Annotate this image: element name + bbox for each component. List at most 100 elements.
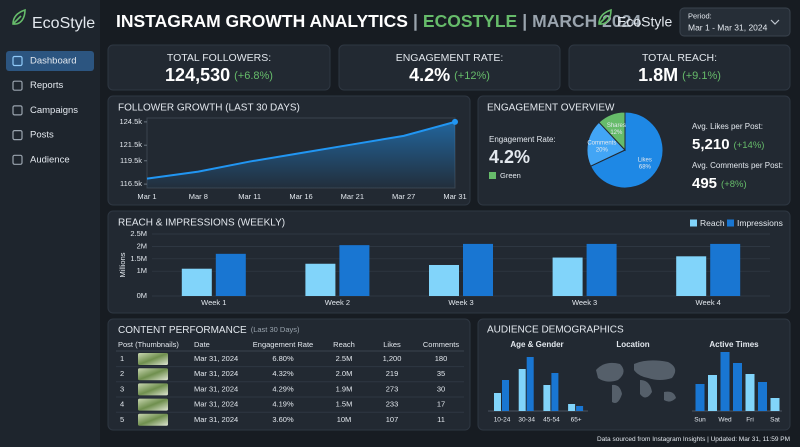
cell: 17 bbox=[437, 400, 445, 409]
period-select[interactable] bbox=[679, 7, 791, 37]
nav-icon bbox=[12, 154, 23, 165]
x-tick-label: Mar 21 bbox=[341, 192, 364, 201]
cell: 273 bbox=[386, 384, 399, 393]
panel-title: AUDIENCE DEMOGRAPHICS bbox=[487, 325, 624, 336]
kpi-card bbox=[568, 44, 791, 91]
rate-value: 4.2% bbox=[489, 147, 530, 167]
cell: 5 bbox=[120, 415, 124, 424]
nav-icon bbox=[12, 55, 23, 67]
period-value: Mar 1 - Mar 31, 2024 bbox=[688, 22, 768, 32]
kpi-value: 4.2% (+12%) bbox=[409, 65, 490, 85]
cell: Mar 31, 2024 bbox=[194, 354, 238, 363]
x-tick-label: 45-54 bbox=[543, 417, 560, 424]
end-point bbox=[452, 118, 458, 125]
thumbnail bbox=[138, 398, 168, 411]
bar bbox=[733, 363, 742, 411]
cell: 2.5M bbox=[336, 354, 353, 363]
x-tick-label: 10-24 bbox=[494, 417, 511, 424]
subtitle-text: (Last 30 Days) bbox=[251, 325, 300, 334]
footer-note: Data sourced from Instagram Insights | U… bbox=[597, 436, 790, 443]
pie-slice bbox=[586, 121, 626, 167]
map-land bbox=[664, 391, 676, 402]
bar bbox=[526, 357, 534, 411]
stat-label: Avg. Comments per Post: bbox=[692, 161, 783, 170]
pie-label: Shares 12% bbox=[607, 123, 626, 136]
cell: 11 bbox=[437, 415, 445, 424]
legend-swatch bbox=[727, 219, 734, 227]
title-part: MARCH 2024 bbox=[532, 11, 641, 31]
legend-label: Reach bbox=[700, 218, 725, 228]
period-label: Period: bbox=[688, 11, 712, 20]
thumbnail bbox=[138, 383, 168, 396]
sub-title: Location bbox=[616, 340, 649, 349]
rate-label: Engagement Rate: bbox=[489, 135, 556, 144]
cell: Mar 31, 2024 bbox=[194, 415, 238, 424]
cell: 4.29% bbox=[272, 384, 294, 393]
bar bbox=[181, 268, 212, 296]
stat-change: (+8%) bbox=[721, 179, 747, 190]
line bbox=[146, 120, 456, 180]
cell: 233 bbox=[386, 400, 399, 409]
pie-label-name: Likes bbox=[638, 157, 652, 163]
nav-icon bbox=[12, 130, 23, 141]
bar bbox=[708, 375, 717, 411]
cell: 1 bbox=[120, 354, 124, 363]
cell: 2.0M bbox=[336, 369, 353, 378]
nav-icon bbox=[12, 80, 23, 91]
map-land bbox=[640, 380, 652, 398]
bar bbox=[502, 380, 509, 411]
cell: 180 bbox=[435, 354, 448, 363]
map-land bbox=[634, 360, 676, 380]
panel-title: REACH & IMPRESSIONS (WEEKLY) bbox=[118, 218, 285, 229]
bar bbox=[576, 406, 584, 411]
y-tick-label: 124.5k bbox=[119, 117, 142, 126]
panel-title: ENGAGEMENT OVERVIEW bbox=[487, 103, 615, 114]
y-tick-label: 0M bbox=[137, 291, 147, 300]
nav-item[interactable]: Audience bbox=[30, 154, 70, 165]
x-tick-label: Sat bbox=[770, 417, 780, 424]
x-tick-label: Fri bbox=[746, 417, 754, 424]
column-header: Reach bbox=[333, 340, 355, 349]
x-tick-label: Week 3 bbox=[448, 298, 473, 307]
panel-title: CONTENT PERFORMANCE (Last 30 Days) bbox=[118, 325, 300, 336]
pie-label: Likes 68% bbox=[638, 157, 652, 170]
x-tick-label: Mar 11 bbox=[238, 192, 261, 201]
column-header: Engagement Rate bbox=[253, 340, 313, 349]
legend-label: Impressions bbox=[737, 218, 783, 228]
kpi-label: ENGAGEMENT RATE: bbox=[396, 52, 504, 64]
pie-label: Comments 20% bbox=[587, 140, 616, 153]
cell: 35 bbox=[437, 369, 445, 378]
pie-slice bbox=[598, 111, 626, 152]
nav-item[interactable]: Posts bbox=[30, 130, 54, 141]
thumbnail bbox=[138, 413, 168, 426]
cell: 219 bbox=[386, 369, 399, 378]
cell: 3 bbox=[120, 384, 124, 393]
bar bbox=[305, 263, 336, 296]
stat-change: (+14%) bbox=[734, 140, 765, 151]
y-tick-label: 2M bbox=[137, 241, 147, 250]
x-tick-label: Mar 31 bbox=[443, 192, 466, 201]
column-header: Date bbox=[194, 340, 210, 349]
nav-item[interactable]: Dashboard bbox=[30, 56, 76, 67]
stat-label: Avg. Likes per Post: bbox=[692, 122, 763, 131]
nav-item[interactable]: Reports bbox=[30, 80, 64, 91]
pie-label-name: Comments bbox=[587, 140, 616, 146]
x-tick-label: Week 1 bbox=[201, 298, 226, 307]
pie-label-value: 12% bbox=[610, 130, 623, 136]
bar bbox=[551, 373, 559, 411]
header-logo-icon bbox=[598, 8, 612, 25]
nav-icon bbox=[12, 105, 23, 116]
pie-label-name: Shares bbox=[607, 123, 626, 129]
header-title: INSTAGRAM GROWTH ANALYTICS | ECOSTYLE | MARC… bbox=[116, 11, 641, 31]
x-tick-label: Week 2 bbox=[325, 298, 350, 307]
kpi-change: (+12%) bbox=[454, 70, 490, 82]
title-part: | bbox=[413, 11, 418, 31]
x-tick-label: Week 3 bbox=[572, 298, 597, 307]
bar bbox=[710, 243, 741, 296]
kpi-change: (+9.1%) bbox=[682, 70, 721, 82]
x-tick-label: Mar 16 bbox=[289, 192, 312, 201]
bar bbox=[339, 245, 370, 296]
nav-item[interactable]: Campaigns bbox=[30, 105, 78, 116]
